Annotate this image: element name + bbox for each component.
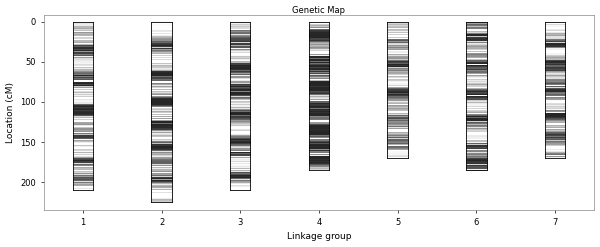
Title: Genetic Map: Genetic Map	[292, 5, 346, 15]
Y-axis label: Location (cM): Location (cM)	[5, 82, 14, 143]
X-axis label: Linkage group: Linkage group	[287, 232, 351, 242]
